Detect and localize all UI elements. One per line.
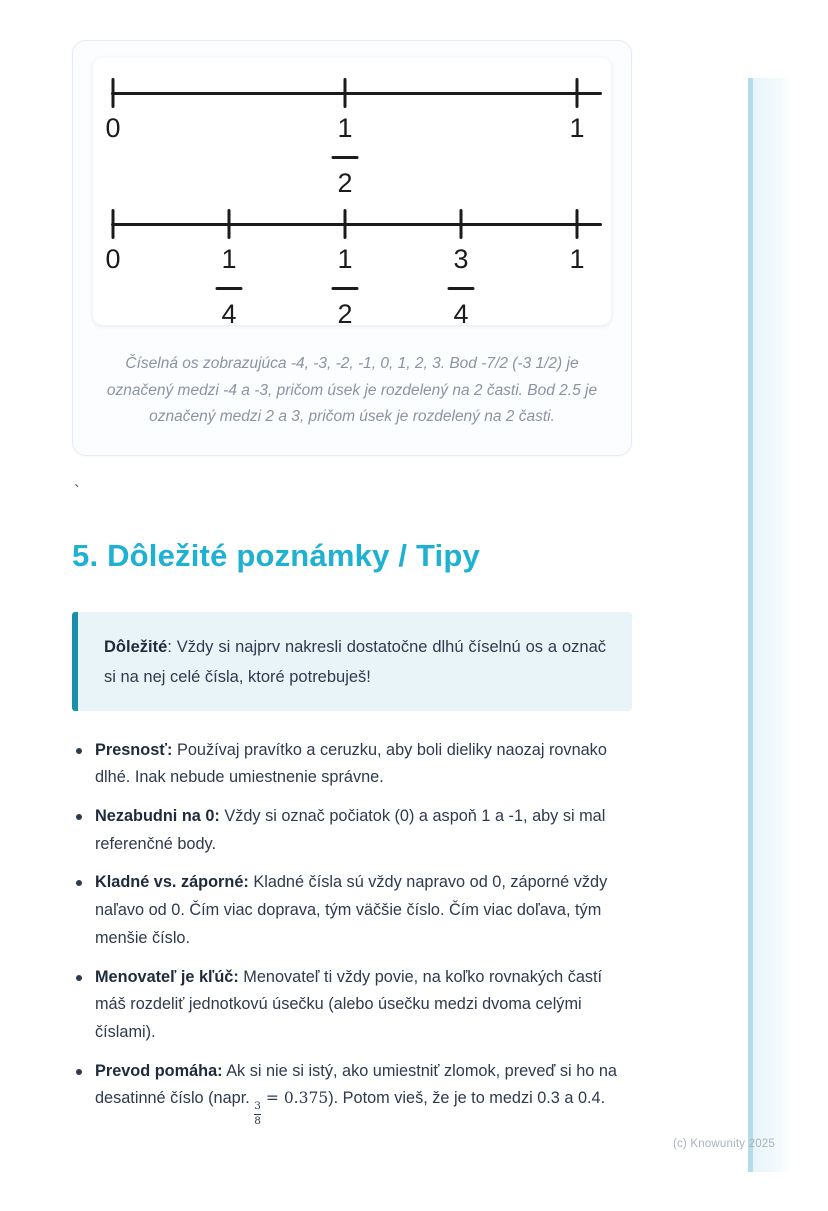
copyright-footer: (c) Knowunity 2025 [672,1138,775,1150]
fraction-bar [447,287,475,290]
page-edge-divider-line [748,78,753,1172]
fraction-bar [331,287,359,290]
tip-text-after: ). Potom vieš, že je to medzi 0.3 a 0.4. [328,1089,606,1108]
tip-lead: Nezabudni na 0: [95,807,220,826]
tick-label: 0 [105,244,121,274]
fraction-denominator: 2 [337,299,353,329]
fraction-numerator: 1 [337,244,353,274]
document-page: { "figure": { "number_lines": [ { "name"… [0,40,828,1211]
tip-text: Kladné čísla sú vždy napravo od 0, zápor… [95,873,608,947]
math-equals-value: = 0.375 [260,1089,329,1108]
tick-label: 1 [569,244,585,274]
important-callout: Dôležité: Vždy si najprv nakresli dostat… [72,611,632,711]
tip-lead: Kladné vs. záporné: [95,873,249,892]
tip-lead: Menovateľ je kľúč: [95,967,239,986]
tips-list: Presnosť: Používaj pravítko a ceruzku, a… [72,737,632,1128]
tip-item: Presnosť: Používaj pravítko a ceruzku, a… [72,737,632,792]
stray-backtick: ` [74,481,80,501]
fraction-numerator: 1 [221,244,237,274]
callout-lead: Dôležité [104,637,168,656]
page-edge-divider [748,78,790,1172]
tip-lead: Prevod pomáha: [95,1061,223,1080]
number-line-tick [227,209,231,239]
fraction-denominator: 8 [254,1114,261,1127]
fraction-denominator: 2 [337,168,353,198]
number-line-tick [111,209,115,239]
fraction-bar [254,1113,261,1115]
tip-item: Menovateľ je kľúč: Menovateľ ti vždy pov… [72,964,632,1047]
fraction-denominator: 4 [221,299,237,329]
fraction-bar [215,287,243,290]
fraction-denominator: 4 [453,299,469,329]
number-line-tick [343,209,347,239]
figure-caption: Číselná os zobrazujúca -4, -3, -2, -1, 0… [106,355,598,426]
tip-item: Prevod pomáha: Ak si nie si istý, ako um… [72,1058,632,1128]
tip-text: Používaj pravítko a ceruzku, aby boli di… [95,740,607,787]
fraction-numerator: 1 [337,113,353,143]
callout-body: : Vždy si najprv nakresli dostatočne dlh… [104,637,606,687]
tick-label: 0 [105,113,121,143]
fraction-numerator: 3 [453,244,469,274]
tip-text: Menovateľ ti vždy povie, na koľko rovnak… [95,967,603,1041]
number-line-tick [575,78,579,108]
page-edge-divider-fill [753,78,790,1172]
tip-text: Vždy si označ počiatok (0) a aspoň 1 a -… [95,807,606,853]
number-line-tick [343,78,347,108]
fraction-numerator: 3 [254,1100,261,1113]
tip-item: Nezabudni na 0: Vždy si označ počiatok (… [72,803,632,858]
number-line-tick [575,209,579,239]
fraction-bar [331,156,359,159]
tip-item: Kladné vs. záporné: Kladné čísla sú vždy… [72,869,632,952]
number-line-tick [111,78,115,108]
tip-text: Ak si nie si istý, ako umiestniť zlomok,… [95,1061,617,1108]
tip-lead: Presnosť: [95,740,173,759]
number-line-axis [111,223,602,226]
callout-text: Dôležité: Vždy si najprv nakresli dostat… [104,632,606,693]
number-line-axis [111,92,602,95]
section-heading: 5. Dôležité poznámky / Tipy [72,537,480,573]
tick-label: 1 [569,113,585,143]
number-line-tick [459,209,463,239]
